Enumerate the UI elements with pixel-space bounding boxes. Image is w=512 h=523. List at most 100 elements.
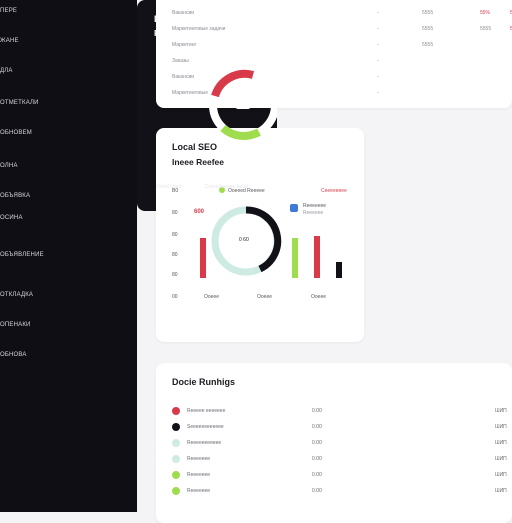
row-col3: 5555	[422, 42, 434, 48]
row-name: Маркетинговые	[172, 90, 209, 96]
sidebar-item[interactable]: ОПЕНАКИ	[0, 322, 31, 328]
row-name: Маркетинговые задачи	[172, 26, 226, 32]
sidebar-item[interactable]: ОБНОВЕМ	[0, 130, 33, 136]
sidebar-item[interactable]: ОСИНА	[0, 215, 23, 221]
legend-label: Ooeeed Reeeee	[228, 188, 265, 194]
row-col5: 5555	[510, 10, 512, 16]
sidebar-item[interactable]: ОТКЛАДКА	[0, 292, 34, 298]
ranking-value: 0.00	[312, 408, 322, 414]
bar-red-2[interactable]	[314, 236, 320, 278]
ranking-right: ШИП	[495, 424, 507, 430]
ranking-name: Reeeee eeeeeee	[187, 408, 226, 414]
status-dot	[172, 471, 180, 479]
table-row[interactable]: Маркетинговые задачи - 5555 5555 5555	[172, 26, 512, 34]
x-label: Ooeee	[311, 294, 327, 300]
sidebar-item[interactable]: ПЕРЕ	[0, 8, 18, 14]
dark-ring-arc-green[interactable]	[220, 124, 261, 140]
row-col2: -	[377, 74, 379, 80]
ranking-value: 0.00	[312, 456, 322, 462]
y-tick: 80	[172, 252, 178, 258]
status-dot	[172, 455, 180, 463]
ranking-right: ШИП	[495, 488, 507, 494]
sidebar: ПЕРЕ ЖАНЕ ДЛА ОТМЕТКАЛИ ОБНОВЕМ ОЛНА ОБЪ…	[0, 0, 137, 512]
row-col2: -	[377, 26, 379, 32]
ranking-right: ШИП	[495, 408, 507, 414]
list-item[interactable]: Reeeee eeeeeee 0.00 ШИП	[172, 407, 512, 417]
seo-chart	[200, 206, 342, 278]
y-tick: 80	[172, 272, 178, 278]
row-name: Вакансии	[172, 10, 195, 16]
ring-arc[interactable]	[245, 206, 282, 273]
legend-dot-green	[219, 187, 225, 193]
dark-footer-right: Dreeedeenee taard	[205, 184, 249, 190]
table-row[interactable]: Вакансии - 5555 55% 5555	[172, 10, 512, 18]
row-col3: 5555	[422, 10, 434, 16]
list-item[interactable]: Reeeeeee 0.00 ШИП	[172, 455, 512, 465]
row-col2: -	[377, 58, 379, 64]
ranking-right: ШИП	[495, 472, 507, 478]
local-seo-card: Local SEO Ineee Reefee Ooeeed Reeeee Cee…	[156, 128, 364, 342]
sidebar-item[interactable]: ОБЪЯВЛЕНИЕ	[0, 252, 44, 258]
dark-card-title: Local t SO	[154, 14, 199, 24]
bar-black[interactable]	[336, 262, 342, 278]
card-title: Local SEO	[172, 142, 218, 152]
row-col4: 55%	[480, 10, 491, 16]
y-tick: 80	[172, 210, 178, 216]
sidebar-item[interactable]: ОБНОВА	[0, 352, 27, 358]
status-dot	[172, 407, 180, 415]
bar-red[interactable]	[200, 238, 206, 278]
row-name: Заказы	[172, 58, 189, 64]
dark-card-subtitle: Retinb Skeeet	[154, 28, 211, 38]
ranking-name: Seeeeeeeeeeee	[187, 424, 224, 430]
dark-ring-arc-red[interactable]	[211, 69, 255, 98]
list-item[interactable]: Reeeeeee 0.00 ШИП	[172, 471, 512, 481]
table-row[interactable]: Маркетинг - 5555	[172, 42, 512, 50]
legend-label-red: Ceeeeeeee	[321, 188, 347, 194]
red-value: 600	[194, 209, 205, 215]
row-col3: 5555	[422, 26, 434, 32]
list-item[interactable]: Seeeeeeeeeeee 0.00 ШИП	[172, 423, 512, 433]
status-dot	[172, 423, 180, 431]
y-tick: B0	[172, 188, 179, 194]
row-name: Вакансии	[172, 74, 195, 80]
table-row[interactable]: Вакансии -	[172, 74, 512, 82]
bar-green[interactable]	[292, 238, 298, 278]
rankings-card: Docie Runhigs Reeeee eeeeeee 0.00 ШИП Se…	[156, 363, 512, 523]
dark-ring-chart	[209, 69, 277, 140]
y-tick: 80	[172, 232, 178, 238]
x-label: Ooeee	[257, 294, 273, 300]
list-item[interactable]: Reeeeeee 0.00 ШИП	[172, 487, 512, 497]
ranking-name: Reeeeeee	[187, 488, 211, 494]
row-name: Маркетинг	[172, 42, 197, 48]
dark-seo-card: Local t SO Retinb Skeeet Orerd taard Dre…	[137, 0, 277, 211]
badge-icon	[290, 204, 298, 212]
ranking-right: ШИП	[495, 440, 507, 446]
main-content: Вакансии - 5555 55% 5555 Маркетинговые з…	[137, 0, 512, 523]
legend-label: Reeeeeee	[303, 203, 327, 209]
legend-sub: Reeeeee	[303, 210, 324, 216]
row-col2: -	[377, 42, 379, 48]
list-item[interactable]: Reeeeeeeeeee 0.00 ШИП	[172, 439, 512, 449]
row-col2: -	[377, 10, 379, 16]
row-col4: 5555	[480, 26, 492, 32]
sidebar-item[interactable]: ОТМЕТКАЛИ	[0, 100, 39, 106]
ranking-right: ШИП	[495, 456, 507, 462]
card-subtitle: Ineee Reefee	[172, 157, 224, 167]
inbox-icon	[235, 97, 251, 109]
ring-label: 0 60	[239, 237, 249, 243]
ranking-name: Reeeeeeeeeee	[187, 440, 222, 446]
table-row[interactable]: Маркетинговые -	[172, 90, 512, 98]
sidebar-item[interactable]: ДЛА	[0, 68, 13, 74]
status-dot	[172, 487, 180, 495]
dark-footer-left: Orerd taard	[156, 184, 182, 190]
status-dot	[172, 439, 180, 447]
row-col5: 5555	[510, 26, 512, 32]
sidebar-item[interactable]: ОЛНА	[0, 163, 18, 169]
ranking-value: 0.00	[312, 488, 322, 494]
sidebar-item[interactable]: ЖАНЕ	[0, 38, 19, 44]
table-row[interactable]: Заказы -	[172, 58, 512, 66]
sidebar-item[interactable]: ОБЪЯВКА	[0, 193, 31, 199]
ranking-value: 0.00	[312, 472, 322, 478]
rankings-title: Docie Runhigs	[172, 377, 236, 387]
y-tick: 00	[172, 294, 178, 300]
